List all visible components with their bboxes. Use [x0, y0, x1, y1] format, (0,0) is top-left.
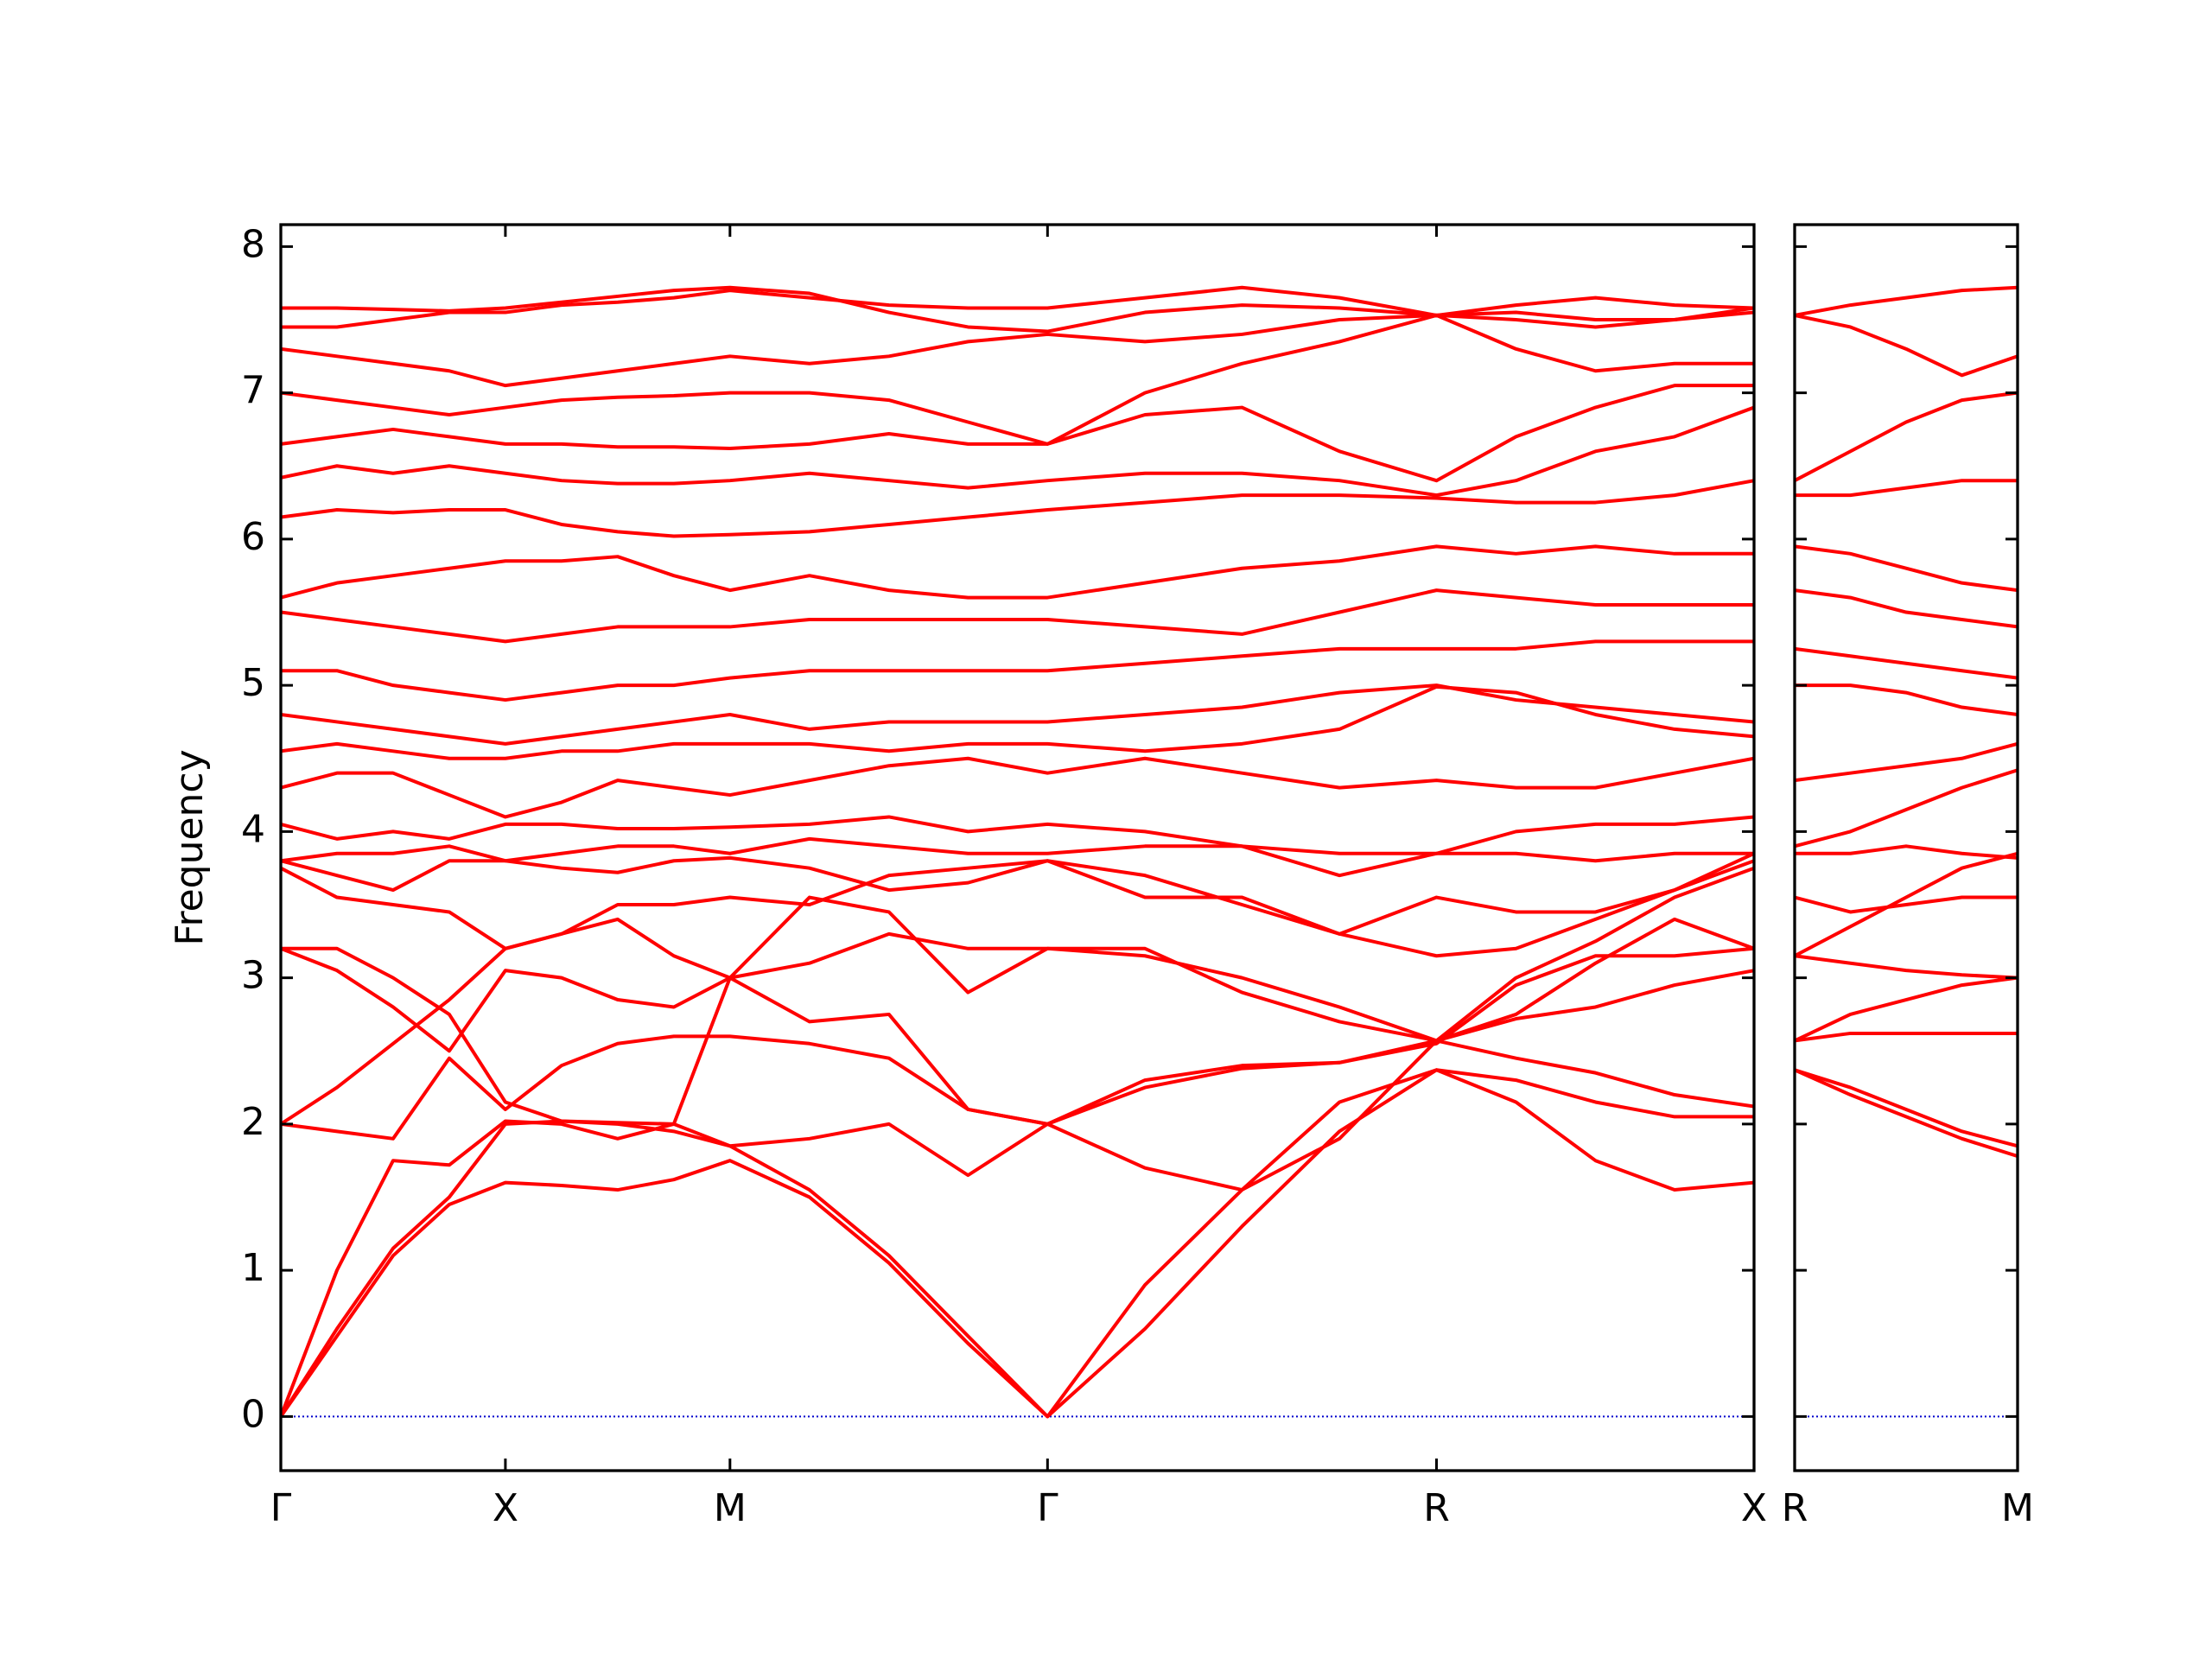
band-line — [281, 479, 1754, 538]
axes-frame — [279, 223, 1756, 1472]
band-line — [1795, 976, 2018, 1043]
band-line — [1795, 285, 2018, 317]
band-line — [281, 917, 1754, 1126]
band-line — [281, 588, 1754, 644]
band-line — [1795, 683, 2018, 716]
band-line — [1795, 1068, 2018, 1148]
band-line — [1795, 741, 2018, 783]
x-tick-label: R — [1782, 1486, 1808, 1530]
band-line — [281, 851, 1754, 936]
band-line — [281, 815, 1754, 878]
y-axis-label: Frequency — [168, 749, 212, 945]
band-line — [281, 756, 1754, 819]
band-line — [1795, 313, 2018, 378]
plot-area — [1795, 285, 2018, 1418]
band-line — [281, 866, 1754, 1053]
y-tick-label: 0 — [241, 1392, 265, 1436]
band-line — [281, 917, 1754, 1126]
y-tick-label: 4 — [241, 807, 265, 851]
axes-frame — [1793, 223, 2019, 1472]
band-line — [281, 313, 1754, 446]
band-line — [281, 639, 1754, 702]
band-line — [1795, 844, 2018, 860]
y-tick-label: 3 — [241, 954, 265, 998]
band-line — [281, 969, 1754, 1192]
x-tick-label: Γ — [270, 1486, 292, 1530]
band-line — [1795, 851, 2018, 958]
y-tick-label: 5 — [241, 661, 265, 705]
y-tick-label: 1 — [241, 1246, 265, 1290]
band-line — [1795, 544, 2018, 593]
band-line — [1795, 391, 2018, 482]
band-line — [1795, 1031, 2018, 1043]
y-tick-label: 8 — [241, 222, 265, 266]
band-line — [281, 859, 1754, 958]
x-tick-label: R — [1423, 1486, 1450, 1530]
band-line — [1795, 768, 2018, 849]
y-tick-label: 6 — [241, 515, 265, 559]
band-line — [281, 285, 1754, 329]
band-line — [281, 684, 1754, 760]
band-line — [281, 405, 1754, 498]
band-line — [281, 1068, 1754, 1419]
x-tick-label: Γ — [1037, 1486, 1058, 1530]
x-tick-label: X — [493, 1486, 518, 1530]
band-line — [281, 285, 1754, 334]
plot-area — [281, 285, 1754, 1419]
band-line — [1795, 646, 2018, 680]
band-line — [1795, 1068, 2018, 1159]
band-line — [281, 683, 1754, 746]
band-line — [281, 310, 1754, 388]
x-tick-label: M — [714, 1486, 747, 1530]
band-line — [281, 1039, 1754, 1418]
x-tick-label: X — [1741, 1486, 1767, 1530]
band-line — [281, 1068, 1754, 1419]
band-line — [1795, 954, 2018, 980]
band-line — [1795, 895, 2018, 914]
band-line — [281, 544, 1754, 600]
band-line — [1795, 479, 2018, 498]
band-line — [281, 836, 1754, 863]
band-line — [281, 384, 1754, 483]
x-tick-label: M — [2001, 1486, 2034, 1530]
y-tick-label: 7 — [241, 369, 265, 413]
band-line — [1795, 588, 2018, 629]
y-tick-label: 2 — [241, 1100, 265, 1144]
